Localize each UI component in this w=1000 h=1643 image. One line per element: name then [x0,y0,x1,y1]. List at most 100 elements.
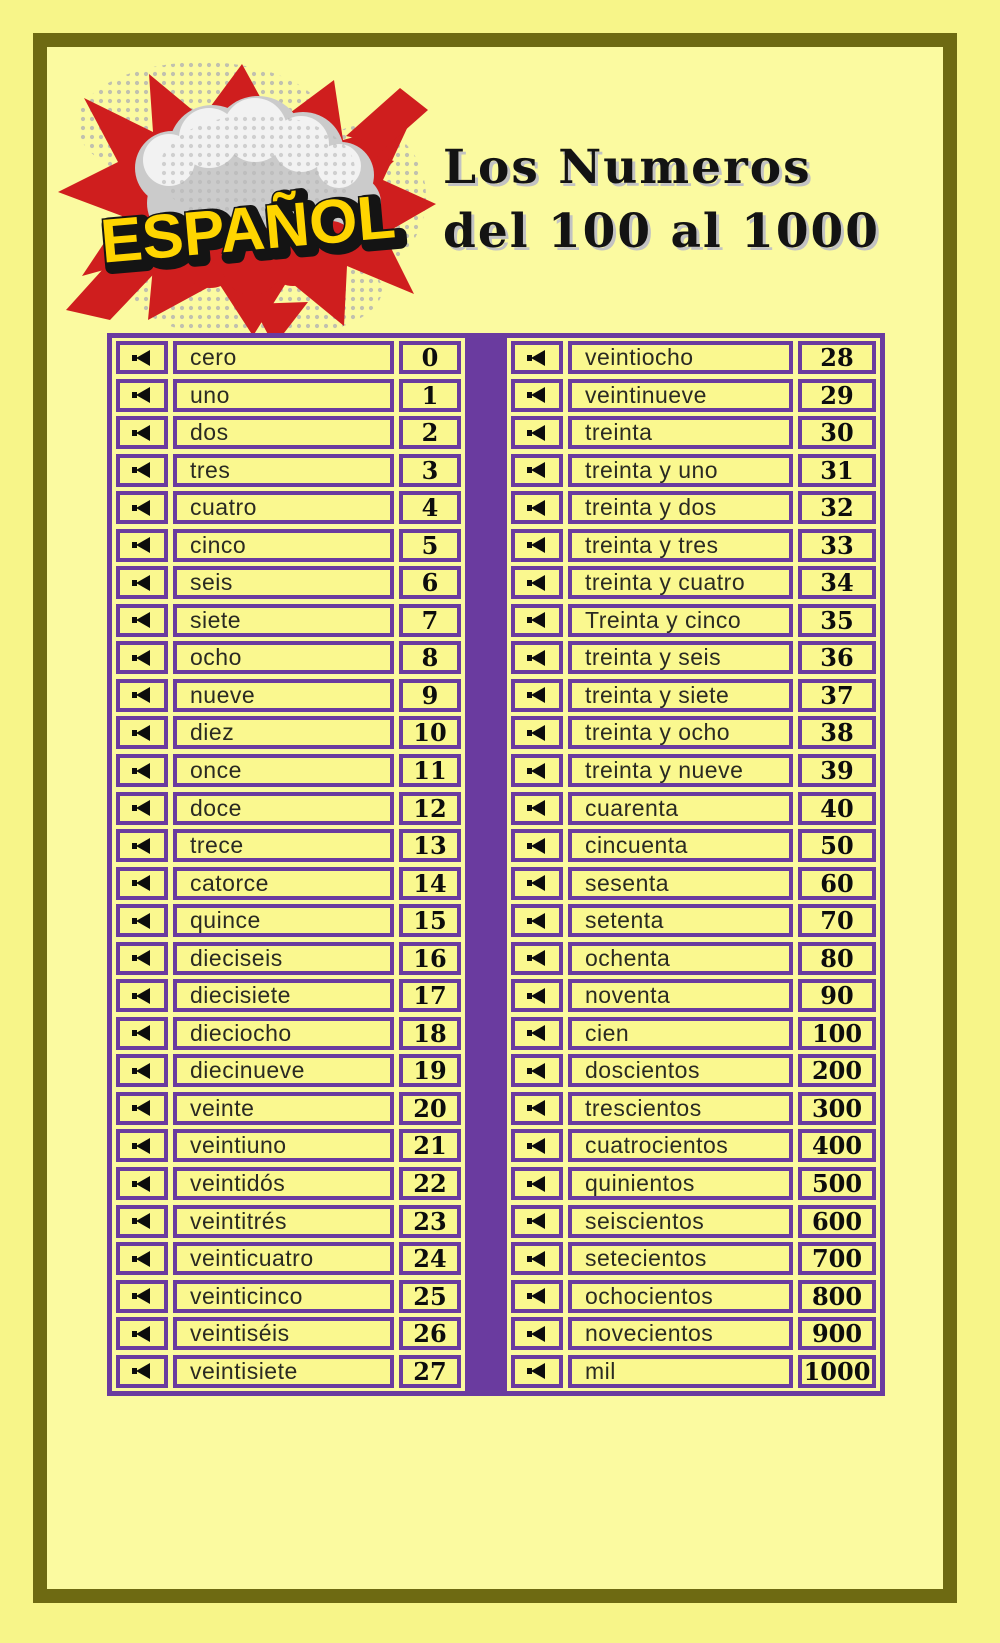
speaker-button[interactable] [116,566,168,600]
speaker-button[interactable] [511,528,563,562]
speaker-button[interactable] [116,754,168,788]
speaker-button[interactable] [511,904,563,938]
number-word: doce [173,791,394,825]
speaker-button[interactable] [116,453,168,487]
speaker-button[interactable] [116,1091,168,1125]
number-word: ochenta [568,941,793,975]
explosion-bumps [142,216,355,295]
speaker-button[interactable] [116,1317,168,1351]
speaker-icon [132,987,150,1004]
table-row: nueve 9 [116,678,461,712]
speaker-button[interactable] [511,1242,563,1276]
table-row: cinco 5 [116,528,461,562]
number-word: catorce [173,866,394,900]
speaker-button[interactable] [511,716,563,750]
speaker-button[interactable] [116,1167,168,1201]
speaker-button[interactable] [511,754,563,788]
speaker-button[interactable] [116,1054,168,1088]
speaker-button[interactable] [511,341,563,374]
speaker-button[interactable] [511,1279,563,1313]
number-word: tres [173,453,394,487]
speaker-button[interactable] [116,829,168,863]
number-word: veinte [173,1091,394,1125]
speaker-icon [132,1025,150,1042]
speaker-button[interactable] [116,1279,168,1313]
speaker-icon [527,950,545,967]
speaker-button[interactable] [511,416,563,450]
speaker-button[interactable] [511,1016,563,1050]
table-row: once 11 [116,754,461,788]
number-value: 28 [798,341,876,374]
speaker-button[interactable] [511,1091,563,1125]
speaker-button[interactable] [116,528,168,562]
speaker-button[interactable] [116,491,168,525]
table-row: veintiuno 21 [116,1129,461,1163]
number-value: 2 [399,416,461,450]
number-value: 900 [798,1317,876,1351]
number-word: cero [173,341,394,374]
speaker-icon [527,574,545,591]
speaker-button[interactable] [116,941,168,975]
speaker-button[interactable] [511,1054,563,1088]
table-row: veintiocho 28 [511,341,876,374]
speaker-button[interactable] [116,791,168,825]
speaker-button[interactable] [116,678,168,712]
speaker-icon [527,1363,545,1380]
speaker-button[interactable] [511,378,563,412]
speech-tail [252,302,308,346]
number-word: diez [173,716,394,750]
number-word: veintitrés [173,1204,394,1238]
speaker-button[interactable] [511,979,563,1013]
speaker-button[interactable] [116,1242,168,1276]
speaker-button[interactable] [511,1129,563,1163]
number-value: 50 [798,829,876,863]
table-row: cuarenta 40 [511,791,876,825]
number-value: 40 [798,791,876,825]
speaker-button[interactable] [511,641,563,675]
speaker-button[interactable] [511,829,563,863]
speaker-button[interactable] [116,378,168,412]
speaker-button[interactable] [116,341,168,374]
speaker-button[interactable] [116,1016,168,1050]
speaker-button[interactable] [116,416,168,450]
speaker-button[interactable] [511,791,563,825]
number-value: 90 [798,979,876,1013]
speaker-icon [132,800,150,817]
speaker-button[interactable] [511,941,563,975]
number-value: 24 [399,1242,461,1276]
number-value: 13 [399,829,461,863]
table-row: treinta y uno 31 [511,453,876,487]
speaker-button[interactable] [511,491,563,525]
number-word: sesenta [568,866,793,900]
speaker-button[interactable] [511,1317,563,1351]
numbers-table-right: veintiocho 28 veintinueve 29 treinta 30 treint… [502,333,885,1396]
speaker-button[interactable] [116,904,168,938]
speaker-button[interactable] [511,603,563,637]
speaker-icon [527,387,545,404]
number-value: 1000 [798,1354,876,1388]
speaker-button[interactable] [511,566,563,600]
speaker-button[interactable] [511,1167,563,1201]
number-word: quince [173,904,394,938]
speaker-button[interactable] [116,716,168,750]
speaker-button[interactable] [116,603,168,637]
speaker-button[interactable] [511,453,563,487]
speaker-button[interactable] [511,1204,563,1238]
speaker-button[interactable] [116,1354,168,1388]
speaker-button[interactable] [511,678,563,712]
speaker-button[interactable] [116,866,168,900]
number-value: 100 [798,1016,876,1050]
table-row: dieciseis 16 [116,941,461,975]
number-value: 19 [399,1054,461,1088]
speaker-button[interactable] [116,1204,168,1238]
number-value: 11 [399,754,461,788]
number-word: veinticinco [173,1279,394,1313]
speaker-button[interactable] [511,1354,563,1388]
speaker-icon [132,912,150,929]
speaker-button[interactable] [116,1129,168,1163]
number-value: 22 [399,1167,461,1201]
speaker-button[interactable] [116,641,168,675]
speaker-button[interactable] [511,866,563,900]
speaker-icon [527,1325,545,1342]
speaker-button[interactable] [116,979,168,1013]
